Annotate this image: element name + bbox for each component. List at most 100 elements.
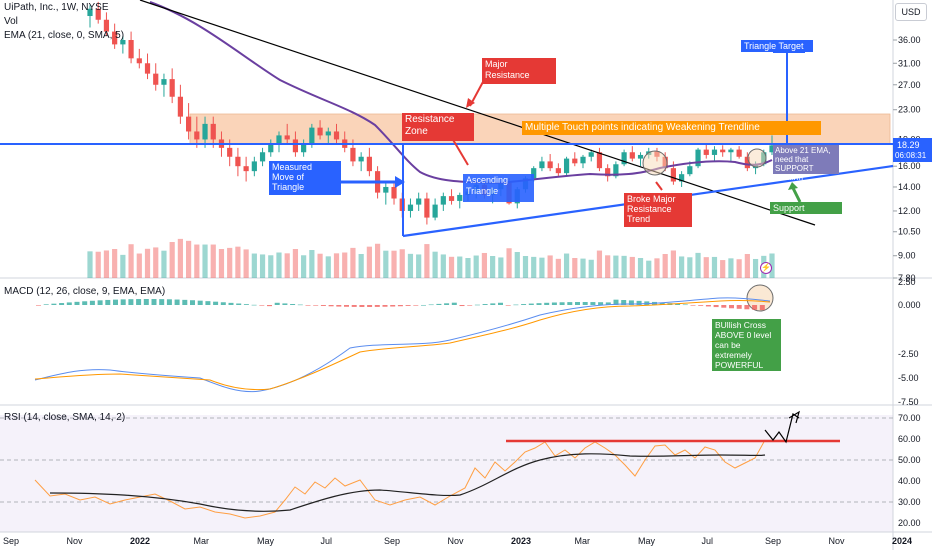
bullish-cross-note[interactable]: BUllish Cross ABOVE 0 level can be extre… <box>712 319 781 371</box>
volume-bar <box>769 253 775 278</box>
candle-body[interactable] <box>235 156 241 167</box>
ema-legend[interactable]: EMA (21, close, 0, SMA, 5) <box>4 30 125 41</box>
candle-body[interactable] <box>268 143 274 153</box>
candle-body[interactable] <box>703 149 709 155</box>
candle-body[interactable] <box>87 8 93 17</box>
broke-resistance-note[interactable]: Broke Major Resistance Trend <box>624 193 692 227</box>
candle-body[interactable] <box>736 149 742 157</box>
candle-body[interactable] <box>103 19 110 32</box>
currency-button[interactable]: USD <box>895 3 927 21</box>
candle-body[interactable] <box>276 135 282 144</box>
candle-body[interactable] <box>580 156 586 164</box>
candle-body[interactable] <box>317 127 323 136</box>
macd-line[interactable] <box>34 297 771 393</box>
candle-body[interactable] <box>711 149 718 155</box>
candle-body[interactable] <box>350 147 356 162</box>
candle-body[interactable] <box>161 79 167 85</box>
candle-body[interactable] <box>227 147 233 157</box>
candle-body[interactable] <box>563 158 570 174</box>
candle-body[interactable] <box>136 58 142 64</box>
candle-body[interactable] <box>301 143 307 153</box>
candle-body[interactable] <box>153 73 159 85</box>
rsi-axis[interactable]: 70.00 60.00 50.00 40.00 30.00 20.00 <box>898 413 921 528</box>
candle-body[interactable] <box>202 123 208 140</box>
time-tick-label: Sep <box>765 536 781 546</box>
time-axis[interactable]: Sep Nov 2022 Mar May Jul Sep Nov 2023 Mar May Jul Se… <box>3 536 912 546</box>
candle-body[interactable] <box>177 96 183 117</box>
rsi-line[interactable] <box>34 439 766 519</box>
candle-body[interactable] <box>120 40 126 45</box>
candle-body[interactable] <box>596 152 603 169</box>
candle-body[interactable] <box>194 131 200 140</box>
candle-body[interactable] <box>112 31 118 45</box>
candle-body[interactable] <box>720 149 726 153</box>
candle-body[interactable] <box>259 152 266 162</box>
candle-body[interactable] <box>333 131 340 140</box>
major-resistance-trendline[interactable] <box>139 0 816 226</box>
candle-body[interactable] <box>539 161 545 169</box>
candle-body[interactable] <box>424 198 430 218</box>
candle-body[interactable] <box>325 131 331 136</box>
candle-body[interactable] <box>531 168 537 179</box>
candle-body[interactable] <box>605 168 611 177</box>
resistance-zone-note[interactable]: Resistance Zone <box>402 113 474 141</box>
macd-hist-bar <box>590 302 596 305</box>
measured-move-note[interactable]: Measured Move of Triangle <box>269 161 341 195</box>
macd-legend[interactable]: MACD (12, 26, close, 9, EMA, EMA) <box>4 286 166 297</box>
candle-body[interactable] <box>309 127 315 144</box>
candle-body[interactable] <box>621 152 627 165</box>
candle-body[interactable] <box>416 198 422 205</box>
candle-body[interactable] <box>292 139 299 153</box>
candle-body[interactable] <box>695 149 701 167</box>
candle-body[interactable] <box>769 145 775 153</box>
candle-body[interactable] <box>637 154 644 159</box>
candle-body[interactable] <box>391 186 397 199</box>
candle-body[interactable] <box>448 196 455 201</box>
rsi-sma-line[interactable] <box>49 453 766 512</box>
signal-line[interactable] <box>34 300 771 391</box>
candle-body[interactable] <box>613 164 619 177</box>
candle-body[interactable] <box>432 204 438 218</box>
volume-legend[interactable]: Vol <box>4 16 18 27</box>
candle-body[interactable] <box>728 149 734 153</box>
candle-body[interactable] <box>744 156 750 169</box>
support-note[interactable]: Support <box>770 202 842 214</box>
lightning-icon[interactable]: ⚡ <box>760 262 772 274</box>
candle-body[interactable] <box>572 158 578 164</box>
current-price-tag <box>893 138 932 162</box>
candle-body[interactable] <box>169 79 175 97</box>
candle-body[interactable] <box>407 204 414 211</box>
candle-body[interactable] <box>547 161 553 169</box>
candle-body[interactable] <box>670 168 676 182</box>
candle-body[interactable] <box>186 116 192 132</box>
macd-cross-circle[interactable] <box>746 284 774 312</box>
candle-body[interactable] <box>144 63 151 74</box>
candle-body[interactable] <box>284 135 290 140</box>
multiple-touch-note[interactable]: Multiple Touch points indicating Weakeni… <box>522 121 821 135</box>
candle-body[interactable] <box>95 8 101 20</box>
symbol-title[interactable]: UiPath, Inc., 1W, NYSE <box>4 2 109 13</box>
touch-circle[interactable] <box>642 150 668 176</box>
candle-body[interactable] <box>128 40 134 59</box>
macd-hist-bar <box>436 303 442 305</box>
candle-body[interactable] <box>210 123 216 140</box>
touch-circle[interactable] <box>747 148 767 168</box>
candle-body[interactable] <box>687 166 693 175</box>
above-ema-note[interactable]: Above 21 EMA, need that SUPPORT Confirm <box>773 145 839 182</box>
triangle-target-note[interactable]: Triangle Target <box>741 40 813 52</box>
candle-body[interactable] <box>251 161 257 172</box>
candle-body[interactable] <box>457 194 463 201</box>
rsi-legend[interactable]: RSI (14, close, SMA, 14, 2) <box>4 412 126 423</box>
candle-body[interactable] <box>679 174 685 182</box>
major-resistance-note[interactable]: Major Resistance <box>482 58 556 84</box>
candle-body[interactable] <box>629 152 635 159</box>
candle-body[interactable] <box>440 196 446 205</box>
candle-body[interactable] <box>243 166 249 172</box>
candle-body[interactable] <box>366 156 372 172</box>
candle-body[interactable] <box>588 152 594 157</box>
candle-body[interactable] <box>358 156 364 162</box>
macd-axis[interactable]: 2.50 0.000 -2.50 -5.00 -7.50 <box>898 277 921 407</box>
candle-body[interactable] <box>383 186 389 193</box>
candle-body[interactable] <box>555 168 561 174</box>
ascending-triangle-note[interactable]: Ascending Triangle <box>463 174 534 202</box>
